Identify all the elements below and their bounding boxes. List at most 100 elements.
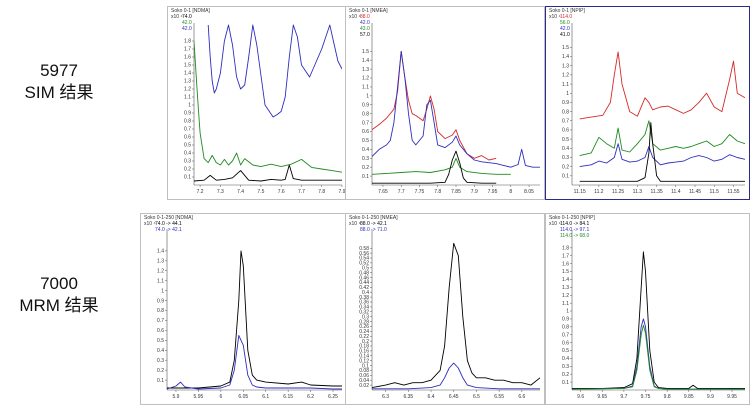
legend-entry: 42.0	[182, 26, 192, 32]
series-line-green	[194, 40, 342, 173]
row-label-mrm-line1: 7000	[40, 274, 78, 293]
y-tick-label: 1	[366, 94, 369, 100]
series-line-green	[372, 157, 511, 175]
y-tick-label: 1	[188, 103, 191, 109]
x-tick-label: 11.4	[671, 189, 681, 195]
y-tick-label: 0.6	[362, 129, 369, 135]
y-tick-label: 1.2	[184, 87, 191, 93]
y-tick-label: 1.4	[157, 249, 164, 255]
y-tick-label: 0.38	[359, 295, 369, 301]
legend-entry: 88.0	[360, 14, 370, 20]
x-tick-label: 11.3	[633, 189, 643, 195]
y-tick-label: 0.3	[184, 159, 191, 165]
x-tick-label: 7.9	[471, 189, 478, 195]
chart-svg: 0.1 0.2 0.3 0.4 0.5 0.6 0.7 0.8 0.9 1 1.1 1.2 1.3 1.4…	[562, 23, 745, 195]
x-tick-label: 7.6	[278, 189, 285, 195]
y-tick-label: 0.02	[359, 383, 369, 389]
y-tick-label: 0.56	[359, 251, 369, 257]
y-tick-label: 0.16	[359, 349, 369, 355]
chart-panel-1[interactable]: Soko 0-1 [NMEA] x10 ⁴ 88.0 42.0 43.0 57.0 0.1 0…	[345, 6, 545, 200]
series-line-black	[572, 251, 745, 389]
y-tick-label: 1.6	[184, 55, 191, 61]
legend-entry: 74.0 -> 42.1	[155, 227, 182, 233]
series-line-black	[372, 242, 540, 389]
y-multiplier: x10 ⁴	[144, 221, 156, 227]
x-tick-label: 6.4	[428, 394, 435, 400]
x-tick-label: 7.7	[298, 189, 305, 195]
x-tick-label: 9.9	[707, 394, 714, 400]
x-tick-label: 6	[219, 394, 222, 400]
x-tick-label: 7.65	[378, 189, 388, 195]
chart-svg: 0.1 0.2 0.3 0.4 0.5 0.6 0.7 0.8 0.9 1 1.1 1.2 1.3 1.4…	[157, 230, 342, 400]
y-tick-label: 0.08	[359, 368, 369, 374]
y-tick-label: 0.7	[157, 318, 164, 324]
row-label-sim-line2: SIM 结果	[24, 83, 94, 102]
x-tick-label: 7.3	[217, 189, 224, 195]
x-tick-label: 7.4	[237, 189, 244, 195]
chart-panel-2[interactable]: Soko 0-1 [NPIP] x10 ⁴ 114.0 56.0 42.0 41.0 0.1…	[545, 6, 750, 200]
x-tick-label: 6.55	[494, 394, 504, 400]
y-tick-label: 1.3	[362, 67, 369, 73]
y-tick-label: 0.1	[562, 174, 569, 180]
y-tick-label: 0.06	[359, 373, 369, 379]
x-tick-label: 11.55	[727, 189, 739, 195]
y-tick-label: 0.1	[362, 174, 369, 180]
x-tick-label: 7.8	[318, 189, 325, 195]
y-tick-label: 1.5	[562, 269, 569, 275]
y-tick-label: 0.26	[359, 324, 369, 330]
chart-panel-0[interactable]: Soko 0-1 [NDMA] x10 ⁴ 74.0 42.0 42.0 0.1 0.2 0.…	[167, 6, 347, 200]
chart-panel-3[interactable]: Soko 0-1-250 [NDMA] x10 ⁴ 74.0 -> 44.1 74.0…	[140, 213, 347, 405]
y-tick-label: 0.04	[359, 378, 369, 384]
y-tick-label: 0.3	[562, 155, 569, 161]
y-tick-label: 0.5	[562, 137, 569, 143]
y-tick-label: 0.14	[359, 353, 369, 359]
y-tick-label: 0.18	[359, 344, 369, 350]
legend-entry: 41.0	[560, 32, 570, 38]
y-tick-label: 1.4	[362, 58, 369, 64]
y-tick-label: 1.3	[184, 79, 191, 85]
series-line-black	[167, 250, 342, 389]
y-tick-label: 0.3	[362, 156, 369, 162]
y-tick-label: 0.42	[359, 285, 369, 291]
y-tick-label: 1.3	[562, 63, 569, 69]
series-line-blue	[167, 334, 342, 390]
y-tick-label: 1	[566, 91, 569, 97]
row-label-sim: 5977 SIM 结果	[0, 60, 118, 104]
chart-header: Soko 0-1-250 [NMEA]	[349, 215, 398, 221]
row-label-sim-line1: 5977	[40, 61, 78, 80]
y-tick-label: 0.4	[157, 348, 164, 354]
y-tick-label: 0.9	[157, 298, 164, 304]
y-tick-label: 0.44	[359, 280, 369, 286]
y-tick-label: 0.4	[362, 290, 369, 296]
y-tick-label: 1.3	[157, 259, 164, 265]
legend-entry: 42.0	[182, 20, 192, 26]
y-tick-label: 0.9	[562, 100, 569, 106]
legend-entry: 88.0 -> 42.1	[360, 221, 387, 227]
y-tick-label: 0.3	[157, 358, 164, 364]
y-tick-label: 1.2	[562, 293, 569, 299]
y-tick-label: 1.8	[184, 39, 191, 45]
x-tick-label: 11.15	[574, 189, 586, 195]
y-tick-label: 0.5	[157, 338, 164, 344]
legend-entry: 114.0	[560, 14, 573, 20]
x-tick-label: 9.95	[727, 394, 737, 400]
x-tick-label: 7.75	[415, 189, 425, 195]
y-tick-label: 0.5	[562, 348, 569, 354]
y-tick-label: 0.2	[362, 339, 369, 345]
x-tick-label: 7.7	[398, 189, 405, 195]
y-tick-label: 0.2	[562, 372, 569, 378]
series-line-blue	[372, 50, 540, 168]
chart-header: Soko 0-1 [NDMA]	[171, 8, 210, 14]
y-tick-label: 0.2	[157, 368, 164, 374]
y-tick-label: 1.5	[184, 63, 191, 69]
y-tick-label: 0.4	[362, 147, 369, 153]
chart-panel-4[interactable]: Soko 0-1-250 [NMEA] x10 ⁴ 88.0 -> 42.1 88.0…	[345, 213, 545, 405]
x-tick-label: 7.95	[488, 189, 498, 195]
series-line-blue	[579, 143, 745, 168]
y-tick-label: 1.4	[562, 54, 569, 60]
chart-panel-5[interactable]: Soko 0-1-250 [NPIP] x10 ⁴ 114.0 -> 84.1 114…	[545, 213, 750, 405]
x-tick-label: 6.3	[382, 394, 389, 400]
y-tick-label: 0.8	[157, 308, 164, 314]
y-tick-label: 1	[566, 309, 569, 315]
legend-entry: 88.0 -> 71.0	[360, 227, 387, 233]
